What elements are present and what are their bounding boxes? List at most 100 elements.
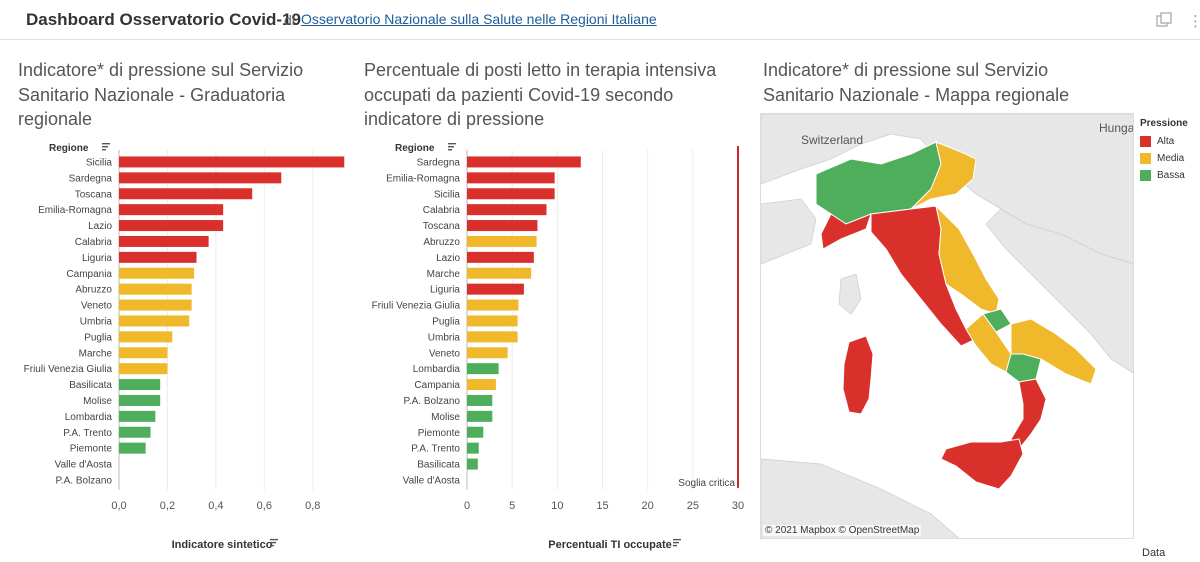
icu-panel-title: Percentuale di posti letto in terapia in… — [364, 58, 716, 132]
bar[interactable] — [467, 267, 532, 279]
category-label: Veneto — [429, 348, 461, 359]
africa-land — [761, 458, 960, 538]
x-axis-label: Percentuali TI occupate — [548, 539, 671, 551]
bar[interactable] — [119, 315, 190, 327]
category-label: P.A. Bolzano — [55, 475, 112, 486]
bar[interactable] — [467, 251, 534, 263]
data-link[interactable]: Data — [1142, 547, 1166, 559]
bar[interactable] — [119, 156, 345, 168]
legend-title: Pressione — [1140, 118, 1188, 129]
bar[interactable] — [119, 442, 146, 454]
balkans-land — [985, 208, 1133, 374]
region-map[interactable]: Switzerland Hunga © 2021 Mapbox © OpenSt… — [760, 113, 1134, 539]
bar[interactable] — [467, 394, 493, 406]
category-label: Lombardia — [65, 412, 113, 423]
bar[interactable] — [119, 410, 156, 422]
bar[interactable] — [467, 204, 547, 216]
bar[interactable] — [119, 331, 173, 343]
bar[interactable] — [119, 204, 224, 216]
author-prefix: di — [284, 12, 295, 28]
bar[interactable] — [119, 251, 197, 263]
category-label: Liguria — [82, 253, 112, 264]
x-axis-sort-icon[interactable] — [673, 538, 681, 547]
bar[interactable] — [119, 283, 192, 295]
bar[interactable] — [119, 220, 224, 232]
category-label: Lazio — [88, 221, 112, 232]
bar[interactable] — [467, 426, 484, 438]
region-sicilia-alta[interactable] — [940, 438, 1024, 490]
category-label: Emilia-Romagna — [38, 205, 112, 216]
sort-bar — [673, 538, 681, 541]
bar[interactable] — [119, 299, 192, 311]
region-liguria-alta[interactable] — [820, 213, 872, 250]
x-tick-label: 0 — [464, 500, 470, 512]
region-marche-abruzzo-media[interactable] — [935, 204, 1000, 315]
x-axis-sort-icon[interactable] — [270, 538, 278, 547]
bar[interactable] — [467, 347, 508, 359]
x-tick-label: 20 — [642, 500, 654, 512]
region-veneto-friuli-media[interactable] — [910, 141, 977, 210]
bar[interactable] — [467, 172, 555, 184]
bar[interactable] — [467, 458, 478, 470]
copy-icon[interactable] — [1155, 11, 1173, 29]
category-label: Toscana — [423, 221, 461, 232]
region-calabria-alta[interactable] — [1010, 378, 1047, 450]
map-attribution[interactable]: © 2021 Mapbox © OpenStreetMap — [763, 525, 922, 536]
bar[interactable] — [119, 172, 282, 184]
bar[interactable] — [467, 235, 537, 247]
bar[interactable] — [467, 331, 518, 343]
icu-title-line: Percentuale di posti letto in terapia in… — [364, 60, 717, 80]
row-header-sort-icon[interactable] — [448, 143, 456, 151]
map-title-line: Indicatore* di pressione sul Servizio — [763, 60, 1049, 80]
legend-swatch-media — [1140, 153, 1151, 164]
category-label: P.A. Bolzano — [403, 396, 460, 407]
bar[interactable] — [119, 394, 161, 406]
x-tick-label: 0,2 — [160, 500, 175, 512]
bar[interactable] — [119, 363, 168, 375]
legend-item-bassa[interactable]: Bassa — [1140, 167, 1200, 184]
bar[interactable] — [119, 267, 195, 279]
france-land — [761, 198, 817, 265]
icu-title-line: occupati da pazienti Covid-19 secondo — [364, 84, 674, 105]
sort-bar — [448, 146, 454, 148]
legend-item-media[interactable]: Media — [1140, 150, 1200, 167]
sort-bar — [270, 538, 278, 541]
bar[interactable] — [467, 442, 479, 454]
pressure-legend: Pressione Alta Media Bassa — [1140, 118, 1200, 184]
italy-map-svg[interactable]: Switzerland Hunga — [761, 114, 1134, 539]
bar[interactable] — [467, 315, 518, 327]
row-header-sort-icon[interactable] — [102, 143, 110, 151]
bar[interactable] — [119, 235, 209, 247]
category-label: Sardegna — [417, 157, 461, 168]
author-link[interactable]: Osservatorio Nazionale sulla Salute nell… — [301, 11, 657, 27]
sort-bar — [102, 146, 108, 148]
icu-chart-svg: Regione 0 5 10 15 20 25 30 Sardegna Emilia-Romagn… — [372, 143, 744, 551]
category-label: Umbria — [80, 316, 113, 327]
bar[interactable] — [119, 379, 161, 391]
region-sardegna-alta[interactable] — [842, 335, 874, 415]
bar[interactable] — [467, 188, 555, 200]
more-icon[interactable]: ⋮ — [1188, 13, 1200, 30]
icu-title-line: indicatore di pressione — [364, 109, 545, 129]
category-label: Sicilia — [86, 157, 113, 168]
bar[interactable] — [467, 299, 519, 311]
sort-bar — [102, 143, 110, 145]
bar[interactable] — [467, 410, 493, 422]
bar[interactable] — [119, 188, 253, 200]
category-label: Abruzzo — [423, 237, 460, 248]
category-label: Sicilia — [434, 189, 461, 200]
bar[interactable] — [467, 379, 496, 391]
legend-item-alta[interactable]: Alta — [1140, 133, 1200, 150]
bar[interactable] — [467, 363, 499, 375]
dashboard-header: Dashboard Osservatorio Covid-19 di Osser… — [0, 0, 1200, 40]
bar[interactable] — [467, 156, 581, 168]
bar[interactable] — [467, 283, 524, 295]
bar[interactable] — [467, 220, 538, 232]
bar[interactable] — [119, 347, 168, 359]
legend-swatch-bassa — [1140, 170, 1151, 181]
map-title-line: Sanitario Nazionale - Mappa regionale — [763, 84, 1070, 105]
sort-bar — [673, 544, 677, 547]
category-label: Marche — [427, 269, 461, 280]
bar[interactable] — [119, 426, 151, 438]
category-label: Molise — [83, 396, 112, 407]
